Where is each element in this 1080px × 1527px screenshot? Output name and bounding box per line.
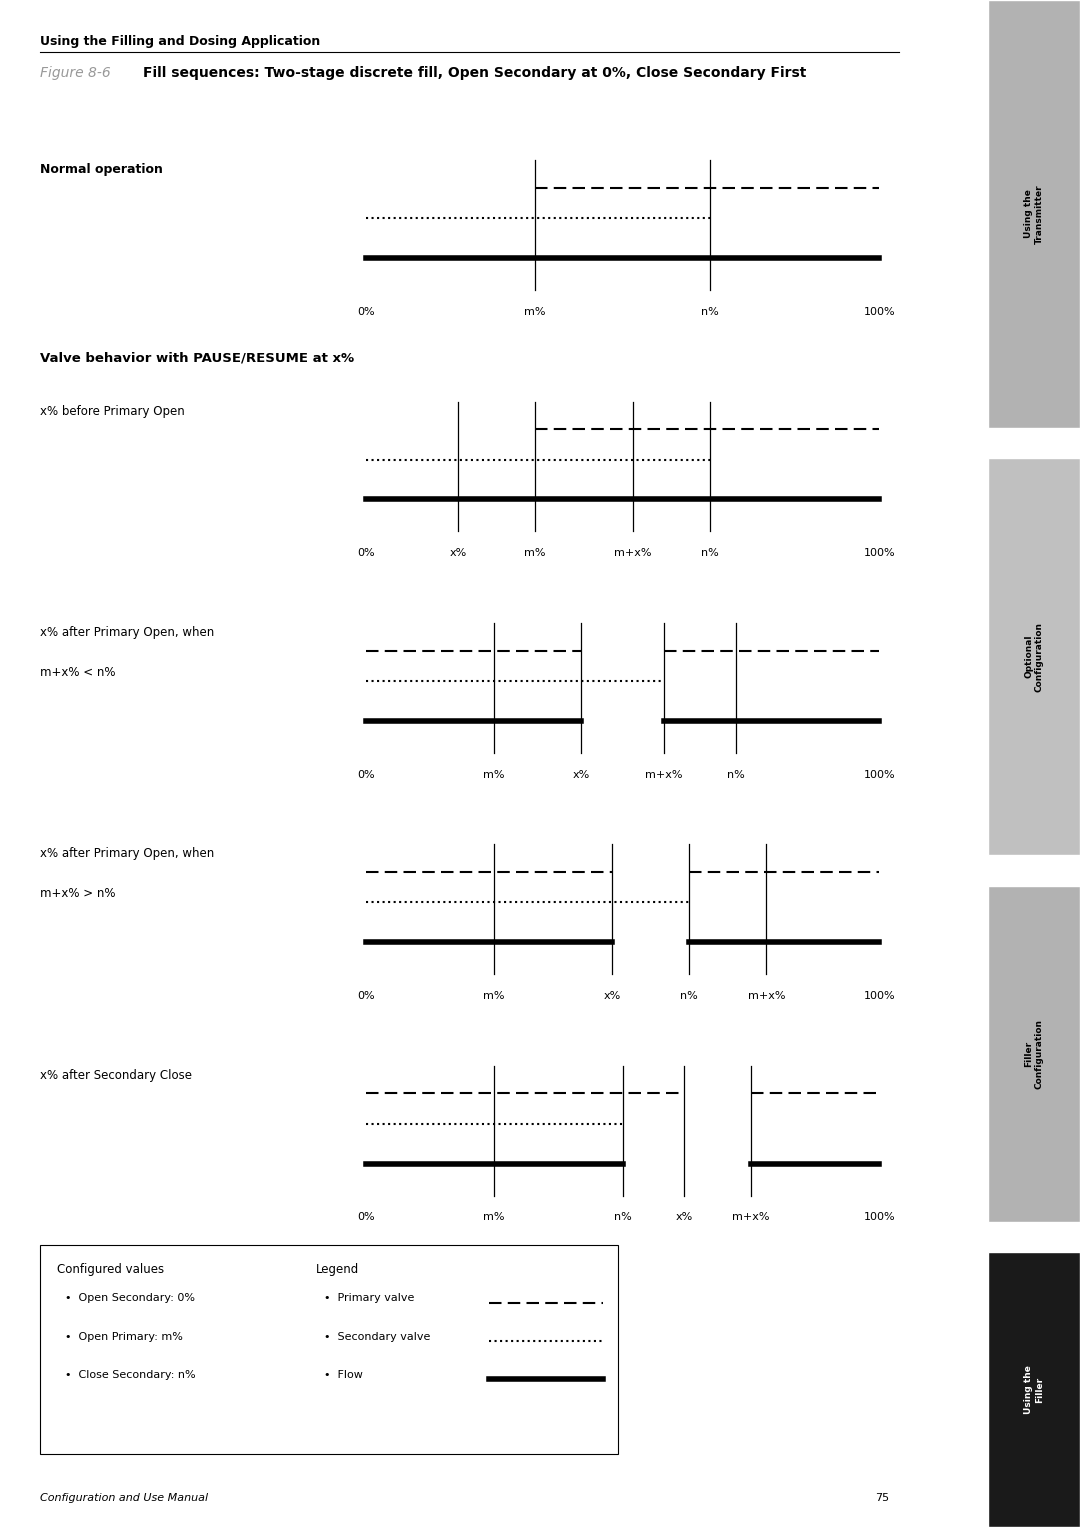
Text: n%: n% xyxy=(701,307,719,318)
Text: Using the
Transmitter: Using the Transmitter xyxy=(1025,183,1043,244)
Text: •  Flow: • Flow xyxy=(324,1370,363,1380)
Text: x% after Primary Open, when: x% after Primary Open, when xyxy=(40,847,214,861)
Text: m%: m% xyxy=(484,770,504,780)
Text: 0%: 0% xyxy=(356,548,375,559)
Text: m%: m% xyxy=(484,1212,504,1223)
Text: Using the
Filler: Using the Filler xyxy=(1025,1365,1043,1414)
Text: Normal operation: Normal operation xyxy=(40,163,162,177)
Text: m%: m% xyxy=(525,307,546,318)
Text: 100%: 100% xyxy=(864,1212,895,1223)
Text: 0%: 0% xyxy=(356,1212,375,1223)
Text: n%: n% xyxy=(701,548,719,559)
Text: m+x%: m+x% xyxy=(732,1212,770,1223)
Bar xyxy=(988,886,1080,1222)
Text: x% after Primary Open, when: x% after Primary Open, when xyxy=(40,626,214,640)
Text: x%: x% xyxy=(676,1212,693,1223)
Text: n%: n% xyxy=(680,991,699,1002)
Text: m+x% > n%: m+x% > n% xyxy=(40,887,116,901)
Bar xyxy=(988,458,1080,855)
Text: m%: m% xyxy=(484,991,504,1002)
Text: •  Open Secondary: 0%: • Open Secondary: 0% xyxy=(65,1293,195,1304)
Text: Filler
Configuration: Filler Configuration xyxy=(1025,1019,1043,1089)
Text: 0%: 0% xyxy=(356,307,375,318)
Text: •  Secondary valve: • Secondary valve xyxy=(324,1332,431,1342)
FancyBboxPatch shape xyxy=(40,1245,618,1454)
Text: m+x%: m+x% xyxy=(747,991,785,1002)
Text: m%: m% xyxy=(525,548,546,559)
Text: x%: x% xyxy=(449,548,467,559)
Text: Optional
Configuration: Optional Configuration xyxy=(1025,621,1043,692)
Text: x%: x% xyxy=(572,770,590,780)
Text: •  Open Primary: m%: • Open Primary: m% xyxy=(65,1332,184,1342)
Text: n%: n% xyxy=(727,770,744,780)
Text: n%: n% xyxy=(613,1212,632,1223)
Text: Configuration and Use Manual: Configuration and Use Manual xyxy=(40,1493,207,1504)
Text: 100%: 100% xyxy=(864,307,895,318)
Bar xyxy=(988,0,1080,428)
Text: Legend: Legend xyxy=(316,1263,360,1277)
Text: 100%: 100% xyxy=(864,548,895,559)
Text: Figure 8-6: Figure 8-6 xyxy=(40,66,119,79)
Text: 75: 75 xyxy=(875,1493,890,1504)
Text: 100%: 100% xyxy=(864,991,895,1002)
Text: •  Close Secondary: n%: • Close Secondary: n% xyxy=(65,1370,195,1380)
Text: x%: x% xyxy=(604,991,621,1002)
Text: m+x%: m+x% xyxy=(615,548,651,559)
Bar xyxy=(988,1252,1080,1527)
Text: Using the Filling and Dosing Application: Using the Filling and Dosing Application xyxy=(40,35,320,49)
Text: x% after Secondary Close: x% after Secondary Close xyxy=(40,1069,191,1083)
Text: m+x% < n%: m+x% < n% xyxy=(40,666,116,680)
Text: Fill sequences: Two-stage discrete fill, Open Secondary at 0%, Close Secondary F: Fill sequences: Two-stage discrete fill,… xyxy=(144,66,807,79)
Text: 0%: 0% xyxy=(356,770,375,780)
Text: Configured values: Configured values xyxy=(57,1263,164,1277)
Text: Valve behavior with PAUSE/RESUME at x%: Valve behavior with PAUSE/RESUME at x% xyxy=(40,351,353,365)
Text: •  Primary valve: • Primary valve xyxy=(324,1293,415,1304)
Text: x% before Primary Open: x% before Primary Open xyxy=(40,405,185,418)
Text: m+x%: m+x% xyxy=(645,770,683,780)
Text: 100%: 100% xyxy=(864,770,895,780)
Text: 0%: 0% xyxy=(356,991,375,1002)
